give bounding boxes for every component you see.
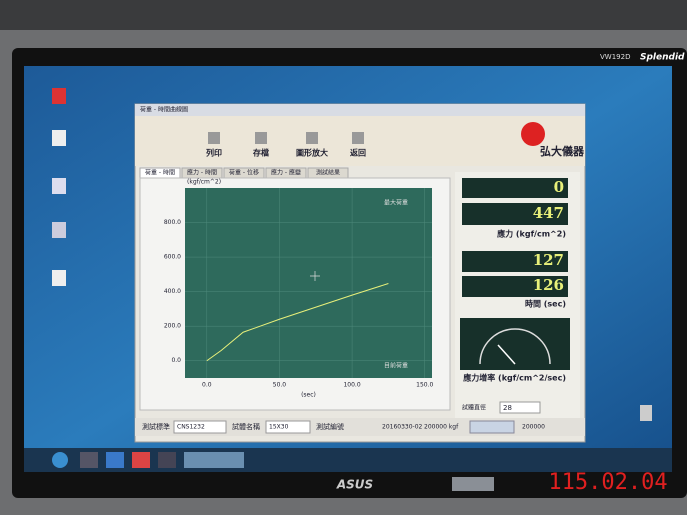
footer-value: CNS1232 [177,424,205,431]
time-label: 時間 (sec) [525,299,566,309]
display [462,251,568,272]
tab-label: 荷重 - 時間 [145,169,175,177]
footer-value: 200000 kgf [424,424,459,431]
y-tick-label: 200.0 [164,323,181,330]
taskbar-icon[interactable] [158,452,176,468]
zoom-icon [306,132,318,144]
toolbar-button[interactable]: 列印 [206,148,222,158]
crosshair [310,271,320,281]
footer-label: 試體名稱 [232,422,260,431]
back-icon [352,132,364,144]
company-name: 弘大儀器 [540,144,585,158]
company-logo [521,122,545,146]
annotation: 目前荷重 [384,362,408,370]
desktop-icon[interactable] [52,130,66,146]
wall-top [0,0,687,30]
taskbar-app[interactable] [184,452,244,468]
stress-value: 447 [533,204,564,222]
y-axis-label: (kgf/cm^2) [187,179,221,186]
desktop-icon[interactable] [52,88,66,104]
print-icon [208,132,220,144]
gauge-needle [497,344,516,365]
y-tick-label: 400.0 [164,288,181,295]
toolbar-button[interactable]: 存檔 [252,148,269,158]
brand: ASUS [336,478,373,492]
gauge-arc [479,328,551,365]
gauge [460,318,570,370]
save-icon [255,132,267,144]
footer-value: 15X30 [269,424,289,431]
start-button[interactable] [52,452,68,468]
date-stamp: 115.02.04 [548,470,667,495]
desktop-icon[interactable] [52,222,66,238]
size-input[interactable] [499,401,541,414]
standard-select[interactable] [173,420,227,434]
time-value: 126 [533,276,564,294]
display [462,203,568,225]
series: Splendid [640,53,685,63]
taskbar-icon[interactable] [132,452,150,468]
desktop-icon[interactable] [52,270,66,286]
x-axis-label: (sec) [301,392,316,399]
time-value: 127 [533,251,564,269]
desktop-icon[interactable] [52,178,66,194]
taskbar-icon[interactable] [106,452,124,468]
annotation: 最大荷重 [384,199,408,207]
footer-value: 200000 [522,424,545,431]
recycle-bin[interactable] [640,405,652,421]
specimen-select[interactable] [265,420,311,434]
x-tick-label: 150.0 [416,382,433,389]
tab-label: 荷重 - 位移 [229,169,259,177]
stress-label: 應力 (kgf/cm^2) [497,229,566,239]
rate-label: 應力增率 (kgf/cm^2/sec) [463,373,566,383]
size-label: 試體直徑 [462,404,486,412]
x-tick-label: 100.0 [343,382,360,389]
x-tick-label: 0.0 [202,382,212,389]
display [462,276,568,297]
x-tick-label: 50.0 [273,382,287,389]
window-title: 荷重 - 時間曲線圖 [140,106,188,114]
model: VW192D [600,53,630,61]
badge [452,477,494,491]
tab-label: 測試結果 [316,169,340,177]
footer-label: 測試編號 [316,422,344,431]
footer-value: 20160330-02 [382,424,423,431]
tab-label: 應力 - 應變 [271,169,301,177]
footer-button[interactable] [469,420,515,434]
y-tick-label: 800.0 [164,219,181,226]
data-line [206,283,389,362]
toolbar-button[interactable]: 圖形放大 [296,148,328,158]
size-value: 28 [503,404,512,412]
title-bar [135,104,585,116]
display [462,178,568,198]
tab-label: 應力 - 時間 [187,169,217,177]
footer-label: 測試標準 [142,422,170,431]
toolbar-button[interactable]: 返回 [350,148,366,158]
y-tick-label: 0.0 [171,357,181,364]
y-tick-label: 600.0 [164,254,181,261]
taskbar-icon[interactable] [80,452,98,468]
load-value: 0 [554,178,564,196]
